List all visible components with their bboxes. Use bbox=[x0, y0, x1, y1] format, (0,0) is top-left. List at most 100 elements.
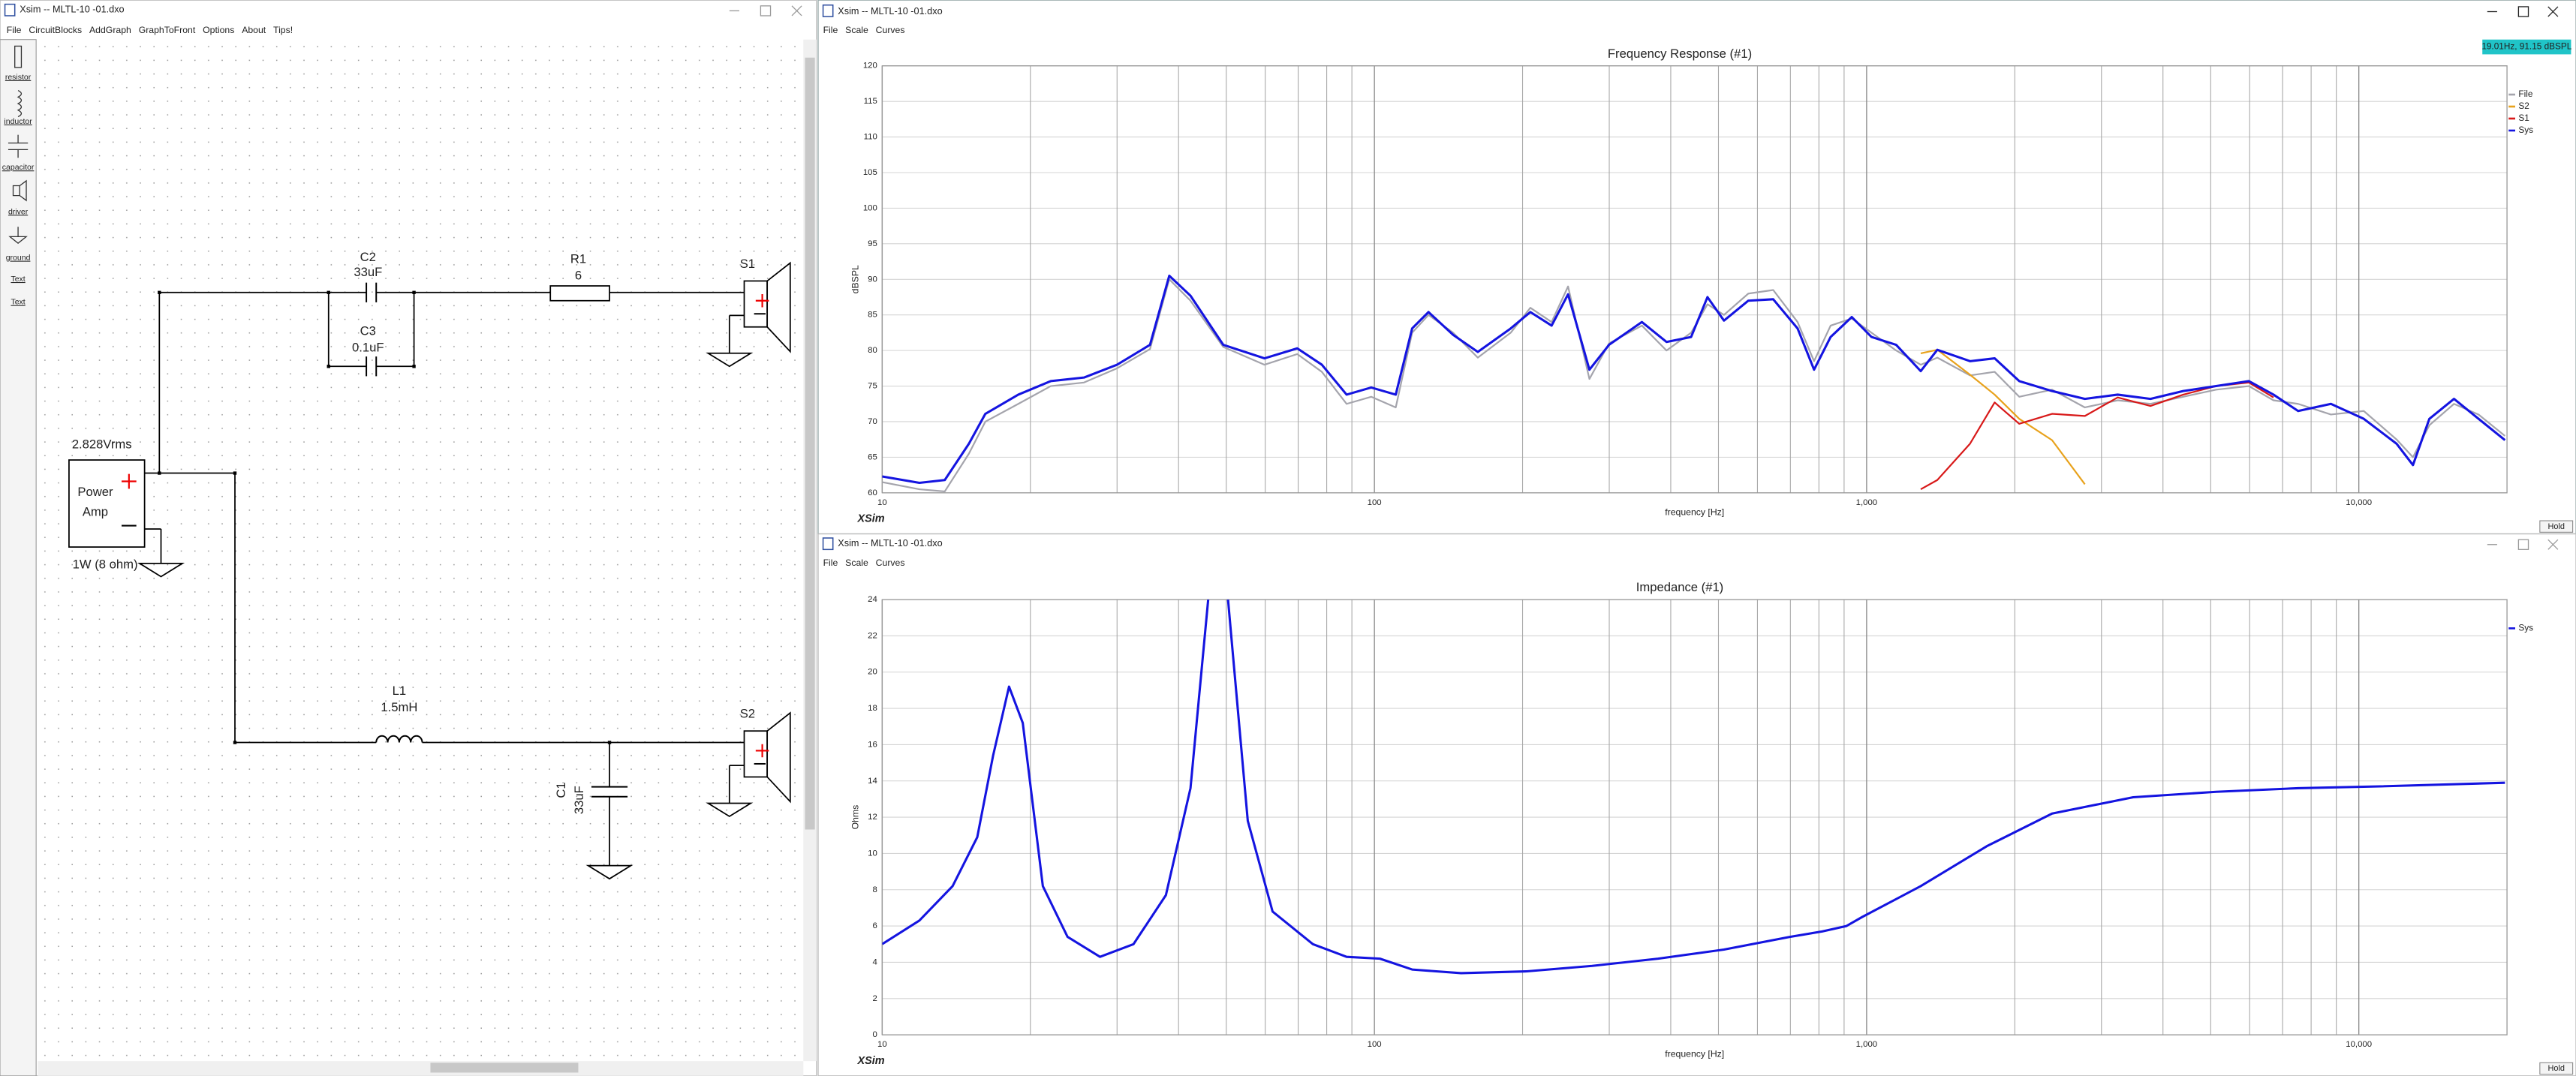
toolbox-item[interactable]: inductor bbox=[4, 117, 32, 126]
component-label: 1W (8 ohm) bbox=[73, 558, 138, 572]
menu-item[interactable]: Scale bbox=[845, 558, 868, 568]
maximize-button[interactable] bbox=[2517, 539, 2529, 550]
hold-button[interactable] bbox=[2539, 520, 2574, 533]
toolbox-item[interactable]: driver bbox=[8, 207, 29, 216]
component-label: C1 bbox=[554, 782, 568, 798]
x-tick-label: 1,000 bbox=[1856, 1040, 1877, 1049]
y-tick-label: 12 bbox=[868, 813, 877, 822]
resistor-icon bbox=[14, 45, 23, 68]
legend-entry: File bbox=[2518, 89, 2532, 99]
plus-sign bbox=[121, 473, 137, 489]
ground bbox=[585, 864, 633, 880]
ground-icon bbox=[8, 227, 28, 244]
component-label: 0.1uF bbox=[352, 341, 384, 355]
junction bbox=[327, 290, 330, 294]
plot-border bbox=[881, 599, 2508, 1035]
menu-item[interactable]: File bbox=[823, 25, 838, 35]
y-tick-label: 4 bbox=[872, 957, 877, 966]
junction bbox=[158, 471, 161, 475]
horizontal-scrollbar[interactable] bbox=[38, 1061, 804, 1076]
menu-item[interactable]: Options bbox=[203, 25, 234, 35]
scrollbar-thumb[interactable] bbox=[430, 1062, 579, 1073]
toolbox-item[interactable]: Text bbox=[11, 298, 25, 307]
y-tick-label: 8 bbox=[872, 885, 877, 894]
y-axis-label: Ohms bbox=[850, 805, 861, 830]
component-label: L1 bbox=[393, 684, 407, 698]
y-tick-label: 65 bbox=[868, 452, 877, 461]
toolbox-item[interactable]: capacitor bbox=[2, 163, 35, 172]
window-title: Xsim -- MLTL-10 -01.dxo bbox=[20, 5, 124, 15]
app-icon bbox=[822, 537, 834, 551]
hold-label[interactable]: Hold bbox=[2547, 1064, 2565, 1073]
resistor bbox=[549, 285, 610, 302]
toolbox-item[interactable]: ground bbox=[6, 254, 31, 263]
x-tick-label: 100 bbox=[1368, 1040, 1382, 1049]
menu-item[interactable]: File bbox=[823, 558, 838, 568]
y-tick-label: 22 bbox=[868, 631, 877, 640]
brand: XSim bbox=[857, 513, 885, 525]
window-title: Xsim -- MLTL-10 -01.dxo bbox=[838, 6, 942, 17]
component-label: 33uF bbox=[354, 265, 382, 279]
menu-item[interactable]: AddGraph bbox=[89, 25, 131, 35]
toolbox bbox=[0, 39, 37, 1076]
y-tick-label: 10 bbox=[868, 849, 877, 858]
close-button bbox=[2547, 539, 2559, 550]
ground bbox=[137, 563, 185, 578]
y-tick-label: 0 bbox=[872, 1030, 877, 1039]
y-tick-label: 6 bbox=[872, 921, 877, 930]
junction bbox=[607, 741, 612, 744]
junction bbox=[412, 290, 416, 294]
legend-entry: S2 bbox=[2518, 101, 2529, 111]
y-tick-label: 2 bbox=[872, 994, 877, 1003]
component-label: Power bbox=[77, 485, 113, 499]
chart-title: Frequency Response (#1) bbox=[1608, 47, 1752, 61]
junction bbox=[233, 471, 237, 475]
hold-button[interactable] bbox=[2539, 1062, 2574, 1075]
app-icon bbox=[822, 4, 834, 17]
curve bbox=[882, 274, 2506, 485]
readout-box bbox=[2482, 39, 2571, 55]
y-tick-label: 14 bbox=[868, 777, 877, 786]
menu-item[interactable]: Tips! bbox=[273, 25, 293, 35]
inductor bbox=[375, 735, 423, 743]
hold-label[interactable]: Hold bbox=[2547, 522, 2565, 531]
chart-title: Impedance (#1) bbox=[1636, 580, 1723, 594]
inductor-icon bbox=[17, 89, 23, 118]
speaker bbox=[743, 280, 769, 328]
component-label: C3 bbox=[360, 324, 376, 338]
menu-item[interactable]: Curves bbox=[876, 25, 905, 35]
toolbox-item[interactable]: Text bbox=[11, 275, 25, 284]
y-tick-label: 18 bbox=[868, 704, 877, 713]
component-label: S1 bbox=[740, 257, 755, 271]
toolbox-item[interactable]: resistor bbox=[5, 73, 32, 82]
y-tick-label: 75 bbox=[868, 382, 877, 391]
maximize-button[interactable] bbox=[760, 5, 772, 17]
speaker-horn bbox=[766, 261, 791, 353]
y-tick-label: 20 bbox=[868, 668, 877, 677]
junction bbox=[327, 365, 330, 368]
legend-entry: Sys bbox=[2518, 623, 2533, 633]
menu-item[interactable]: Scale bbox=[845, 25, 868, 35]
y-tick-label: 24 bbox=[868, 595, 877, 604]
menu-item[interactable]: File bbox=[7, 25, 22, 35]
menu-item[interactable]: GraphToFront bbox=[139, 25, 196, 35]
component-label: 6 bbox=[575, 268, 582, 282]
speaker-horn bbox=[766, 711, 791, 804]
maximize-button[interactable] bbox=[2517, 6, 2529, 17]
close-button bbox=[2547, 6, 2559, 17]
app-icon bbox=[4, 3, 16, 17]
x-tick-label: 100 bbox=[1368, 498, 1382, 507]
menu-item[interactable]: CircuitBlocks bbox=[29, 25, 82, 35]
x-axis-label: frequency [Hz] bbox=[1665, 506, 1724, 517]
component-label: 1.5mH bbox=[381, 700, 417, 714]
menu-item[interactable]: About bbox=[242, 25, 266, 35]
scrollbar-thumb[interactable] bbox=[805, 57, 815, 830]
amplifier bbox=[68, 459, 146, 548]
y-tick-label: 110 bbox=[864, 133, 877, 142]
speaker bbox=[743, 730, 769, 778]
circuit-canvas[interactable] bbox=[38, 39, 804, 1062]
x-tick-label: 10,000 bbox=[2346, 1040, 2372, 1049]
menu-item[interactable]: Curves bbox=[876, 558, 905, 568]
